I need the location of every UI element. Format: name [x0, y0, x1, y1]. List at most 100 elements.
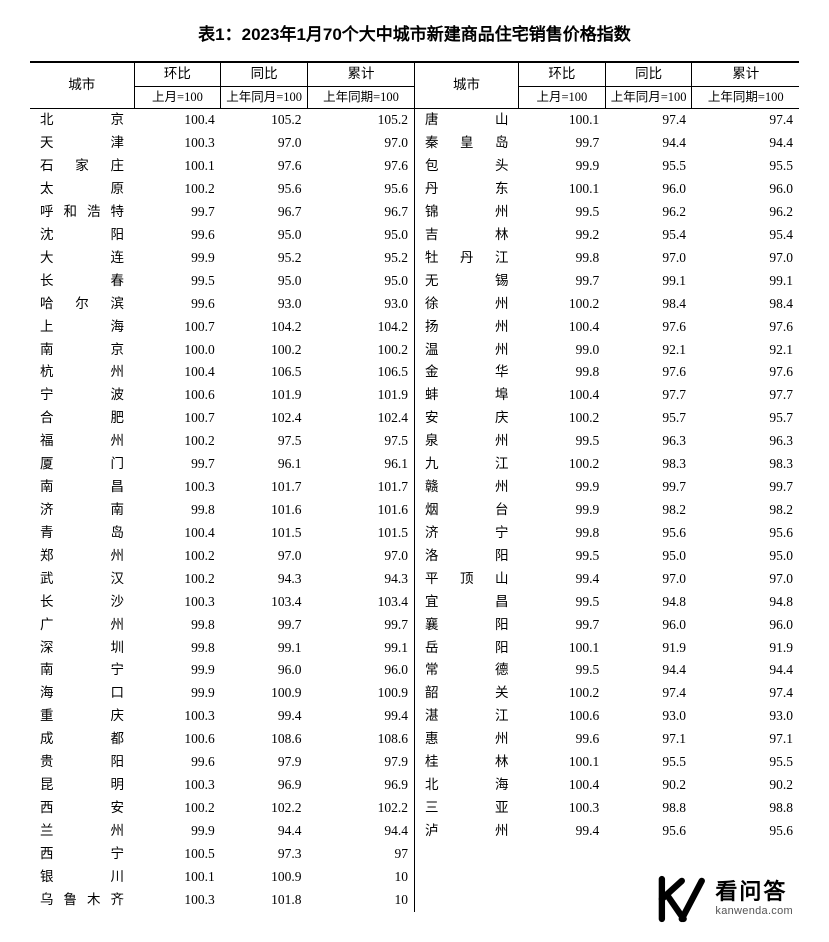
acc-right-cell: 98.3 — [692, 453, 799, 476]
table-row: 杭 州100.4106.5106.5金 华99.897.697.6 — [30, 361, 799, 384]
acc-right-cell: 92.1 — [692, 339, 799, 362]
col-acc-left: 累计 — [308, 62, 415, 86]
yoy-left-cell: 106.5 — [221, 361, 308, 384]
city-cell-left: 成 都 — [30, 728, 134, 751]
city-cell-right: 唐 山 — [414, 109, 518, 132]
mom-left-cell: 100.4 — [134, 109, 221, 132]
yoy-right-cell: 97.6 — [605, 361, 692, 384]
acc-left-cell: 94.4 — [308, 820, 415, 843]
acc-right-cell: 95.4 — [692, 224, 799, 247]
acc-right-cell: 97.6 — [692, 361, 799, 384]
yoy-right-cell: 91.9 — [605, 637, 692, 660]
city-cell-left: 南 昌 — [30, 476, 134, 499]
acc-right-cell: 99.7 — [692, 476, 799, 499]
yoy-right-cell: 96.0 — [605, 614, 692, 637]
acc-left-cell: 101.5 — [308, 522, 415, 545]
col-acc-right: 累计 — [692, 62, 799, 86]
mom-right-cell: 100.6 — [519, 705, 606, 728]
table-row: 太 原100.295.695.6丹 东100.196.096.0 — [30, 178, 799, 201]
yoy-right-cell: 95.5 — [605, 155, 692, 178]
city-cell-right: 烟 台 — [414, 499, 518, 522]
city-cell-right: 安 庆 — [414, 407, 518, 430]
city-cell-left: 银 川 — [30, 866, 134, 889]
table-row: 合 肥100.7102.4102.4安 庆100.295.795.7 — [30, 407, 799, 430]
mom-right-cell: 99.2 — [519, 224, 606, 247]
city-cell-right: 襄 阳 — [414, 614, 518, 637]
yoy-right-cell: 90.2 — [605, 774, 692, 797]
watermark-brand: 看问答 — [715, 880, 793, 904]
table-row: 西 安100.2102.2102.2三 亚100.398.898.8 — [30, 797, 799, 820]
city-cell-right: 湛 江 — [414, 705, 518, 728]
mom-right-cell: 99.7 — [519, 132, 606, 155]
city-cell-left: 武 汉 — [30, 568, 134, 591]
mom-left-cell: 100.5 — [134, 843, 221, 866]
mom-left-cell: 99.8 — [134, 637, 221, 660]
table-body: 北 京100.4105.2105.2唐 山100.197.497.4天 津100… — [30, 109, 799, 912]
acc-right-cell: 95.6 — [692, 522, 799, 545]
acc-left-cell: 97.0 — [308, 132, 415, 155]
yoy-right-cell: 94.4 — [605, 132, 692, 155]
yoy-left-cell: 105.2 — [221, 109, 308, 132]
yoy-left-cell: 97.0 — [221, 132, 308, 155]
acc-left-cell: 94.3 — [308, 568, 415, 591]
city-cell-left: 南 京 — [30, 339, 134, 362]
table-row: 沈 阳99.695.095.0吉 林99.295.495.4 — [30, 224, 799, 247]
yoy-left-cell: 100.2 — [221, 339, 308, 362]
city-cell-right: 徐 州 — [414, 293, 518, 316]
city-cell-right: 常 德 — [414, 659, 518, 682]
mom-right-cell: 99.9 — [519, 155, 606, 178]
mom-right-cell: 99.7 — [519, 614, 606, 637]
yoy-right-cell: 97.4 — [605, 109, 692, 132]
mom-right-cell: 100.1 — [519, 637, 606, 660]
acc-left-cell: 93.0 — [308, 293, 415, 316]
city-cell-right: 锦 州 — [414, 201, 518, 224]
yoy-right-cell: 97.6 — [605, 316, 692, 339]
yoy-left-cell: 96.0 — [221, 659, 308, 682]
city-cell-right: 宜 昌 — [414, 591, 518, 614]
mom-left-cell: 100.3 — [134, 132, 221, 155]
city-cell-right: 金 华 — [414, 361, 518, 384]
city-cell-right — [414, 843, 518, 866]
mom-left-cell: 99.9 — [134, 682, 221, 705]
city-cell-right — [414, 889, 518, 912]
mom-left-cell: 99.5 — [134, 270, 221, 293]
city-cell-right: 济 宁 — [414, 522, 518, 545]
mom-left-cell: 100.2 — [134, 568, 221, 591]
table-row: 上 海100.7104.2104.2扬 州100.497.697.6 — [30, 316, 799, 339]
table-row: 重 庆100.399.499.4湛 江100.693.093.0 — [30, 705, 799, 728]
city-cell-right: 九 江 — [414, 453, 518, 476]
mom-right-cell: 100.4 — [519, 316, 606, 339]
mom-left-cell: 100.4 — [134, 522, 221, 545]
city-cell-left: 郑 州 — [30, 545, 134, 568]
city-cell-right: 平顶山 — [414, 568, 518, 591]
yoy-left-cell: 97.5 — [221, 430, 308, 453]
acc-left-cell: 104.2 — [308, 316, 415, 339]
city-cell-right: 三 亚 — [414, 797, 518, 820]
mom-right-cell: 99.4 — [519, 568, 606, 591]
table-row: 成 都100.6108.6108.6惠 州99.697.197.1 — [30, 728, 799, 751]
mom-left-cell: 100.2 — [134, 178, 221, 201]
acc-right-cell: 94.4 — [692, 659, 799, 682]
acc-right-cell: 98.2 — [692, 499, 799, 522]
acc-right-cell: 99.1 — [692, 270, 799, 293]
city-cell-right: 温 州 — [414, 339, 518, 362]
table-title: 表1：2023年1月70个大中城市新建商品住宅销售价格指数 — [30, 20, 799, 45]
city-cell-left: 沈 阳 — [30, 224, 134, 247]
mom-right-cell: 100.2 — [519, 407, 606, 430]
city-cell-left: 乌鲁木齐 — [30, 889, 134, 912]
mom-left-cell: 99.6 — [134, 224, 221, 247]
mom-right-cell: 100.2 — [519, 453, 606, 476]
city-cell-left: 大 连 — [30, 247, 134, 270]
city-cell-right: 赣 州 — [414, 476, 518, 499]
city-cell-right: 北 海 — [414, 774, 518, 797]
city-cell-left: 重 庆 — [30, 705, 134, 728]
city-cell-right: 牡丹江 — [414, 247, 518, 270]
city-cell-left: 石家庄 — [30, 155, 134, 178]
yoy-left-cell: 96.9 — [221, 774, 308, 797]
acc-left-cell: 102.4 — [308, 407, 415, 430]
acc-left-cell: 95.0 — [308, 224, 415, 247]
mom-left-cell: 99.8 — [134, 499, 221, 522]
acc-left-cell: 97.0 — [308, 545, 415, 568]
yoy-left-cell: 97.0 — [221, 545, 308, 568]
city-cell-right: 吉 林 — [414, 224, 518, 247]
